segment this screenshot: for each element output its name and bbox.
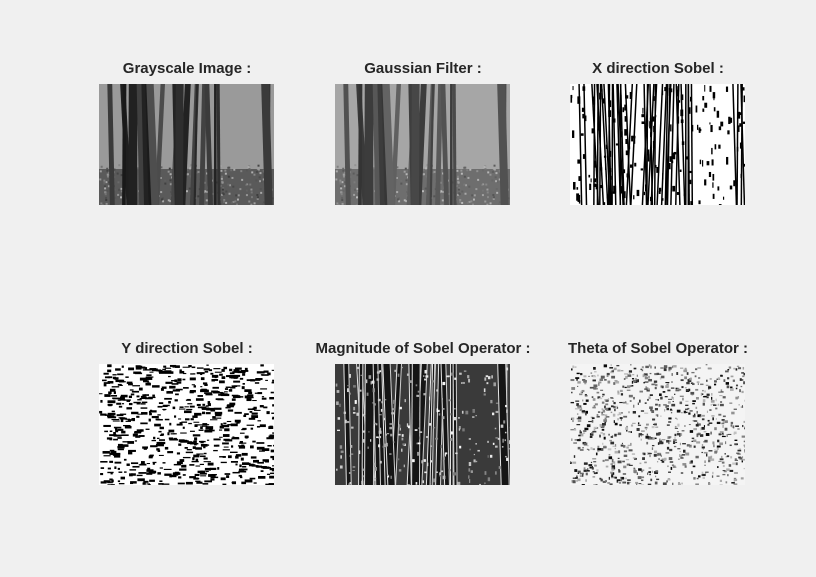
panel-title-grayscale: Grayscale Image :	[122, 60, 252, 77]
grayscale-image	[99, 84, 274, 205]
panel-title-x-sobel: X direction Sobel :	[592, 60, 724, 77]
sobel-magnitude-image	[335, 364, 510, 485]
panel-title-theta: Theta of Sobel Operator :	[567, 340, 749, 357]
y-sobel-image	[99, 364, 274, 485]
gaussian-filtered-image	[335, 84, 510, 205]
x-sobel-image	[570, 84, 745, 205]
panel-title-magnitude: Magnitude of Sobel Operator :	[315, 340, 531, 357]
sobel-theta-image	[570, 364, 745, 485]
panel-title-y-sobel: Y direction Sobel :	[121, 340, 253, 357]
panel-title-gaussian: Gaussian Filter :	[364, 60, 482, 77]
